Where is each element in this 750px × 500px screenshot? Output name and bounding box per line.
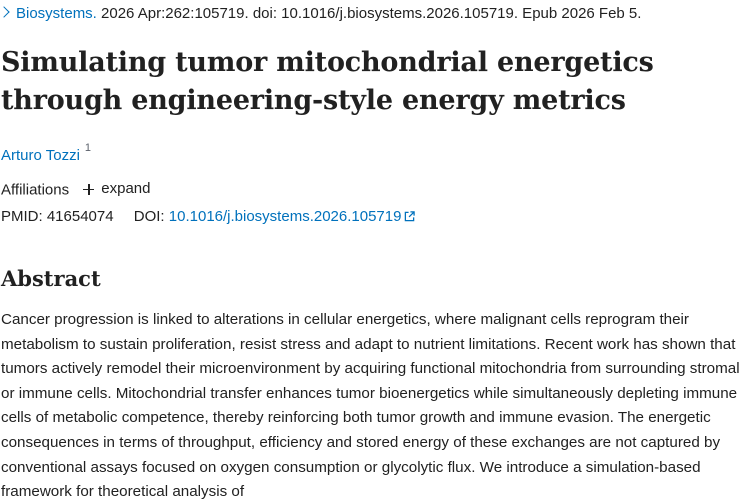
abstract-heading: Abstract bbox=[1, 266, 101, 291]
affiliations-expand-button[interactable]: expand bbox=[83, 179, 150, 199]
author-affiliation-ref[interactable]: 1 bbox=[84, 142, 92, 154]
doi-label: DOI: bbox=[133, 208, 165, 225]
affiliations-row: Affiliations expand bbox=[1, 179, 150, 201]
abstract-text: Cancer progression is linked to alterati… bbox=[1, 311, 740, 500]
doi-link[interactable]: 10.1016/j.biosystems.2026.105719 bbox=[169, 208, 416, 225]
external-link-icon bbox=[405, 211, 416, 222]
identifiers-row: PMID: 41654074 DOI: 10.1016/j.biosystems… bbox=[1, 207, 416, 227]
citation-line: Biosystems. 2026 Apr:262:105719. doi: 10… bbox=[0, 4, 642, 24]
citation-details: 2026 Apr:262:105719. doi: 10.1016/j.bios… bbox=[96, 5, 642, 22]
expand-label: expand bbox=[101, 180, 151, 197]
pmid-value: 41654074 bbox=[46, 208, 114, 225]
journal-link[interactable]: Biosystems. bbox=[0, 5, 97, 22]
chevron-right-icon bbox=[0, 6, 10, 18]
author-list: Arturo Tozzi 1 bbox=[1, 141, 91, 166]
author-link[interactable]: Arturo Tozzi bbox=[1, 147, 80, 164]
doi-value: 10.1016/j.biosystems.2026.105719 bbox=[168, 208, 402, 225]
article-title: Simulating tumor mitochondrial energetic… bbox=[1, 47, 654, 116]
affiliations-label: Affiliations bbox=[1, 181, 70, 199]
pmid-label: PMID: bbox=[1, 208, 43, 225]
plus-icon bbox=[83, 183, 95, 195]
journal-name: Biosystems. bbox=[16, 5, 97, 22]
